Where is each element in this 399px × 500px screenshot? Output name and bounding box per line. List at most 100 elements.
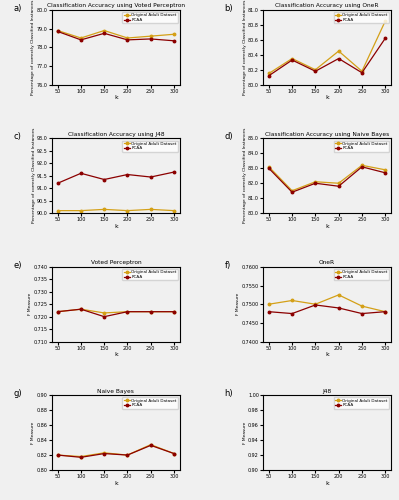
PCAA xyxy=(313,68,318,74)
Title: Classification Accuracy using Naive Bayes: Classification Accuracy using Naive Baye… xyxy=(265,132,389,136)
Y-axis label: F Measure: F Measure xyxy=(236,293,240,316)
Original Adult Dataset xyxy=(125,35,130,41)
Title: Voted Perceptron: Voted Perceptron xyxy=(91,260,141,265)
Y-axis label: Percentage of correctly Classified Instances: Percentage of correctly Classified Insta… xyxy=(32,0,36,95)
Original Adult Dataset xyxy=(79,208,83,214)
Original Adult Dataset xyxy=(172,308,176,314)
Y-axis label: F Measure: F Measure xyxy=(28,293,32,316)
Original Adult Dataset xyxy=(79,35,83,41)
X-axis label: k: k xyxy=(114,480,118,486)
PCAA xyxy=(359,70,364,75)
PCAA xyxy=(102,30,107,36)
Line: PCAA: PCAA xyxy=(268,304,387,315)
PCAA xyxy=(55,180,60,186)
Original Adult Dataset xyxy=(313,301,318,307)
PCAA xyxy=(125,37,130,43)
Original Adult Dataset xyxy=(102,28,107,34)
PCAA xyxy=(125,172,130,177)
Y-axis label: Percentage of correctly Classified Instances: Percentage of correctly Classified Insta… xyxy=(32,128,36,224)
PCAA xyxy=(148,442,153,448)
PCAA xyxy=(290,57,294,63)
PCAA xyxy=(267,308,271,314)
Original Adult Dataset xyxy=(290,298,294,304)
X-axis label: k: k xyxy=(114,352,118,357)
PCAA xyxy=(125,308,130,314)
Original Adult Dataset xyxy=(102,310,107,316)
PCAA xyxy=(79,37,83,43)
PCAA xyxy=(79,306,83,312)
PCAA xyxy=(290,310,294,316)
Line: Original Adult Dataset: Original Adult Dataset xyxy=(268,164,387,192)
PCAA xyxy=(125,452,130,458)
Original Adult Dataset xyxy=(55,28,60,34)
PCAA xyxy=(172,308,176,314)
Original Adult Dataset xyxy=(79,454,83,460)
Line: PCAA: PCAA xyxy=(56,308,175,318)
PCAA xyxy=(383,36,387,42)
Original Adult Dataset xyxy=(290,56,294,62)
PCAA xyxy=(336,305,341,311)
Original Adult Dataset xyxy=(172,32,176,38)
PCAA xyxy=(172,38,176,44)
Original Adult Dataset xyxy=(359,303,364,309)
Line: Original Adult Dataset: Original Adult Dataset xyxy=(56,308,175,314)
Original Adult Dataset xyxy=(313,66,318,72)
X-axis label: k: k xyxy=(325,224,329,228)
X-axis label: k: k xyxy=(325,352,329,357)
Title: Classification Accuracy using OneR: Classification Accuracy using OneR xyxy=(275,3,379,8)
Legend: Original Adult Dataset, PCAA: Original Adult Dataset, PCAA xyxy=(334,398,389,408)
Line: Original Adult Dataset: Original Adult Dataset xyxy=(56,30,175,40)
Original Adult Dataset xyxy=(125,208,130,214)
Y-axis label: F Measure: F Measure xyxy=(32,422,36,444)
Text: b): b) xyxy=(225,4,233,13)
Original Adult Dataset xyxy=(148,442,153,448)
X-axis label: k: k xyxy=(114,95,118,100)
Original Adult Dataset xyxy=(102,450,107,456)
Original Adult Dataset xyxy=(383,18,387,24)
Title: Classification Accuracy using J48: Classification Accuracy using J48 xyxy=(67,132,164,136)
Original Adult Dataset xyxy=(359,162,364,168)
Title: Naive Bayes: Naive Bayes xyxy=(97,388,134,394)
Original Adult Dataset xyxy=(383,167,387,173)
Original Adult Dataset xyxy=(267,164,271,170)
Line: Original Adult Dataset: Original Adult Dataset xyxy=(56,444,175,458)
Original Adult Dataset xyxy=(336,180,341,186)
PCAA xyxy=(267,72,271,78)
Legend: Original Adult Dataset, PCAA: Original Adult Dataset, PCAA xyxy=(334,269,389,280)
Line: Original Adult Dataset: Original Adult Dataset xyxy=(268,20,387,74)
PCAA xyxy=(383,170,387,176)
Original Adult Dataset xyxy=(359,68,364,74)
PCAA xyxy=(290,189,294,195)
Text: d): d) xyxy=(225,132,233,141)
Original Adult Dataset xyxy=(55,308,60,314)
Original Adult Dataset xyxy=(383,308,387,314)
PCAA xyxy=(79,454,83,460)
Text: g): g) xyxy=(14,390,22,398)
PCAA xyxy=(336,56,341,62)
PCAA xyxy=(172,450,176,456)
Line: Original Adult Dataset: Original Adult Dataset xyxy=(56,208,175,212)
PCAA xyxy=(336,183,341,189)
PCAA xyxy=(359,164,364,170)
Original Adult Dataset xyxy=(102,206,107,212)
Original Adult Dataset xyxy=(125,452,130,458)
PCAA xyxy=(79,170,83,176)
PCAA xyxy=(55,28,60,34)
Line: PCAA: PCAA xyxy=(56,30,175,42)
Original Adult Dataset xyxy=(336,48,341,54)
Line: Original Adult Dataset: Original Adult Dataset xyxy=(268,294,387,313)
PCAA xyxy=(148,308,153,314)
PCAA xyxy=(55,308,60,314)
Y-axis label: F Measure: F Measure xyxy=(243,422,247,444)
Original Adult Dataset xyxy=(336,292,341,298)
Legend: Original Adult Dataset, PCAA: Original Adult Dataset, PCAA xyxy=(122,269,178,280)
Original Adult Dataset xyxy=(267,301,271,307)
Line: PCAA: PCAA xyxy=(268,37,387,77)
Original Adult Dataset xyxy=(79,306,83,312)
PCAA xyxy=(313,180,318,186)
PCAA xyxy=(359,310,364,316)
Line: PCAA: PCAA xyxy=(56,444,175,458)
Y-axis label: Percentage of correctly Classified Instances: Percentage of correctly Classified Insta… xyxy=(243,0,247,95)
Original Adult Dataset xyxy=(148,308,153,314)
Text: e): e) xyxy=(14,261,22,270)
